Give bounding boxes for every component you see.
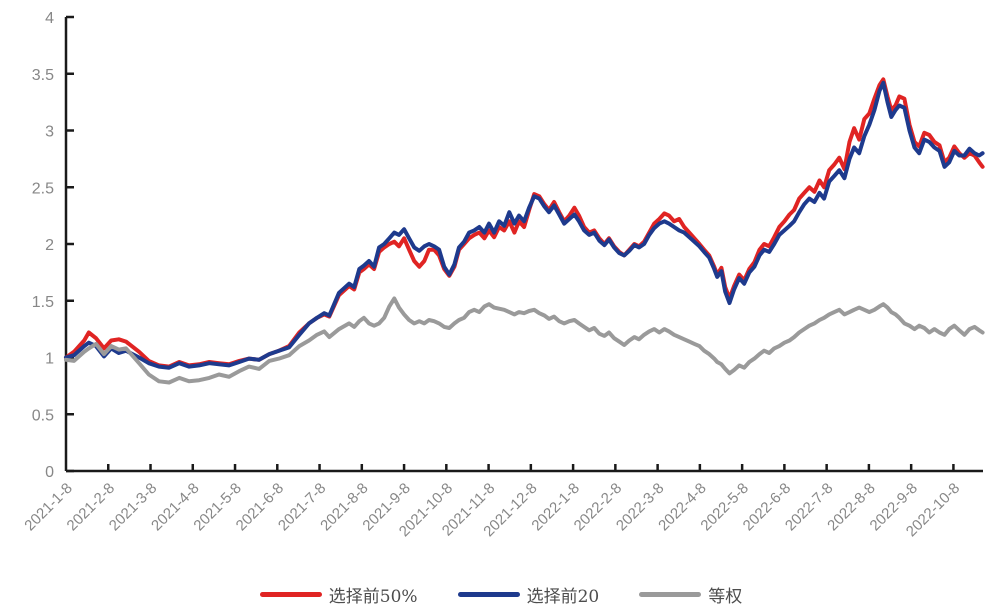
y-tick-label: 1 xyxy=(45,351,54,368)
series-line-equal-weight xyxy=(64,296,985,385)
legend-item-top20: 选择前20 xyxy=(457,582,600,607)
y-tick-label: 3.5 xyxy=(32,67,54,84)
legend-line-swatch-top50 xyxy=(259,592,322,597)
legend: 选择前50% 选择前20 等权 xyxy=(0,582,1002,607)
legend-line-swatch-equal-weight xyxy=(639,592,702,597)
y-tick-label: 1.5 xyxy=(32,294,54,311)
legend-item-top50: 选择前50% xyxy=(259,582,418,607)
y-tick-label: 2 xyxy=(45,237,54,254)
y-tick-label: 2.5 xyxy=(32,180,54,197)
y-tick-label: 4 xyxy=(45,10,54,27)
series-line-top20 xyxy=(64,80,985,370)
legend-label-top20: 选择前20 xyxy=(526,587,600,607)
legend-item-equal-weight: 等权 xyxy=(639,582,742,607)
y-tick-label: 0 xyxy=(45,464,54,481)
y-tick-label: 0.5 xyxy=(32,407,54,424)
legend-label-equal-weight: 等权 xyxy=(708,587,743,607)
y-tick-label: 3 xyxy=(45,124,54,141)
legend-label-top50: 选择前50% xyxy=(328,587,418,607)
legend-line-swatch-top20 xyxy=(457,592,520,597)
